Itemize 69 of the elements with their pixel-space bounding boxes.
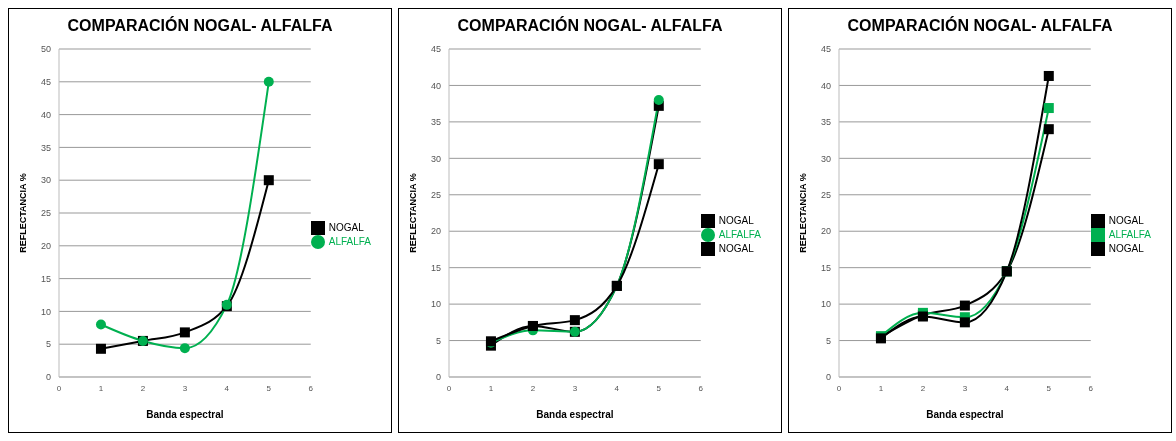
legend-label: ALFALFA <box>328 235 371 247</box>
x-tick-label: 6 <box>1088 383 1094 393</box>
x-tick-label: 3 <box>572 383 578 393</box>
y-tick-label: 15 <box>820 262 831 273</box>
x-tick-label: 6 <box>698 383 704 393</box>
y-tick-label: 0 <box>45 372 51 383</box>
legend-label: NOGAL <box>328 221 364 233</box>
y-tick-label: 35 <box>820 117 831 128</box>
x-tick-label: 3 <box>182 383 188 393</box>
y-tick-label: 10 <box>820 299 831 310</box>
chart-title: COMPARACIÓN NOGAL- ALFALFA <box>66 17 334 36</box>
y-tick-label: 5 <box>435 335 441 346</box>
x-tick-label: 2 <box>140 383 146 393</box>
x-tick-label: 0 <box>56 383 62 393</box>
x-tick-label: 6 <box>308 383 314 393</box>
y-tick-label: 40 <box>430 80 441 91</box>
x-tick-label: 1 <box>878 383 884 393</box>
y-tick-label: 0 <box>435 372 441 383</box>
x-tick-label: 4 <box>224 383 230 393</box>
legend-label: ALFALFA <box>1108 228 1151 240</box>
x-tick-label: 4 <box>614 383 620 393</box>
y-tick-label: 10 <box>40 306 51 317</box>
y-tick-label: 30 <box>430 153 441 164</box>
y-tick-label: 25 <box>40 208 51 219</box>
y-tick-label: 5 <box>825 335 831 346</box>
x-tick-label: 1 <box>488 383 494 393</box>
x-axis-title: Banda espectral <box>926 409 1004 421</box>
y-tick-label: 15 <box>40 273 51 284</box>
x-tick-label: 0 <box>836 383 842 393</box>
y-tick-label: 35 <box>430 117 441 128</box>
y-tick-label: 30 <box>40 175 51 186</box>
chart-title: COMPARACIÓN NOGAL- ALFALFA <box>456 17 724 36</box>
y-tick-label: 20 <box>430 226 441 237</box>
y-tick-label: 15 <box>430 262 441 273</box>
x-tick-label: 3 <box>962 383 968 393</box>
x-axis-title: Banda espectral <box>536 409 614 421</box>
y-tick-label: 25 <box>430 189 441 200</box>
x-tick-label: 2 <box>920 383 926 393</box>
x-tick-label: 5 <box>1046 383 1052 393</box>
x-tick-label: 0 <box>446 383 452 393</box>
x-tick-label: 1 <box>98 383 104 393</box>
legend-label: NOGAL <box>718 214 754 226</box>
y-tick-label: 20 <box>40 241 51 251</box>
y-tick-label: 0 <box>825 372 831 383</box>
y-tick-label: 45 <box>820 44 831 55</box>
legend-label: NOGAL <box>718 242 754 254</box>
legend-label: NOGAL <box>1108 214 1144 226</box>
y-tick-label: 50 <box>40 44 51 55</box>
y-tick-label: 40 <box>40 109 51 120</box>
x-tick-label: 5 <box>266 383 272 393</box>
legend-label: NOGAL <box>1108 242 1144 254</box>
y-axis-title: REFLECTANCIA % <box>798 173 809 253</box>
x-tick-label: 4 <box>1004 383 1010 393</box>
legend-label: ALFALFA <box>718 228 761 240</box>
y-tick-label: 25 <box>820 189 831 200</box>
x-axis-title: Banda espectral <box>146 409 224 421</box>
y-tick-label: 35 <box>40 142 51 153</box>
y-tick-label: 40 <box>820 80 831 91</box>
y-tick-label: 20 <box>820 226 831 237</box>
x-tick-label: 2 <box>530 383 536 393</box>
y-tick-label: 5 <box>45 339 51 350</box>
y-tick-label: 45 <box>40 76 51 87</box>
y-axis-title: REFLECTANCIA % <box>408 173 419 253</box>
chart-title: COMPARACIÓN NOGAL- ALFALFA <box>846 17 1114 36</box>
x-tick-label: 5 <box>656 383 662 393</box>
y-tick-label: 10 <box>430 299 441 310</box>
y-tick-label: 45 <box>430 44 441 55</box>
y-axis-title: REFLECTANCIA % <box>18 173 29 253</box>
y-tick-label: 30 <box>820 153 831 164</box>
